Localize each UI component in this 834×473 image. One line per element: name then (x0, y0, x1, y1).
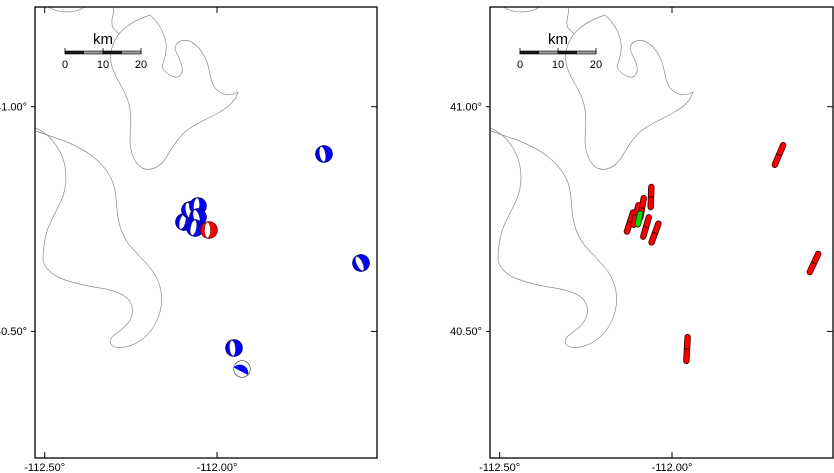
svg-text:10: 10 (552, 59, 564, 71)
svg-text:40.50°: 40.50° (450, 326, 482, 338)
svg-text:40.50°: 40.50° (0, 326, 27, 338)
svg-text:-112.00°: -112.00° (652, 462, 693, 473)
svg-text:0: 0 (62, 59, 68, 71)
svg-text:-112.50°: -112.50° (479, 462, 520, 473)
svg-text:41.00°: 41.00° (0, 102, 27, 114)
svg-text:10: 10 (97, 59, 109, 71)
svg-text:-112.50°: -112.50° (24, 462, 65, 473)
svg-text:-112.00°: -112.00° (197, 462, 238, 473)
svg-text:0: 0 (517, 59, 523, 71)
svg-text:20: 20 (590, 59, 602, 71)
svg-text:km: km (548, 31, 568, 48)
svg-text:41.00°: 41.00° (450, 102, 482, 114)
svg-text:km: km (93, 31, 113, 48)
svg-text:20: 20 (135, 59, 147, 71)
